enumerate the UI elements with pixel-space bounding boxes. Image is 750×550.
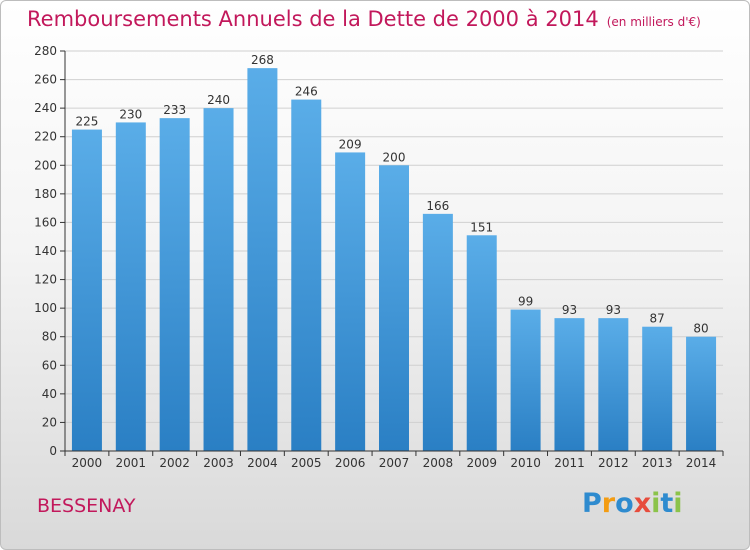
x-tick-label-2010: 2010 — [510, 456, 541, 470]
bar-2011 — [554, 318, 585, 451]
y-tick-label: 220 — [34, 130, 57, 144]
data-label-2002: 233 — [163, 103, 186, 117]
x-tick-label-2012: 2012 — [598, 456, 629, 470]
bar-2014 — [686, 336, 717, 451]
y-tick-label: 20 — [42, 415, 57, 429]
data-label-2001: 230 — [119, 107, 142, 121]
y-tick-label: 80 — [42, 330, 57, 344]
x-tick-label-2006: 2006 — [335, 456, 366, 470]
commune-name: BESSENAY — [37, 495, 136, 517]
x-tick-label-2014: 2014 — [686, 456, 717, 470]
data-label-2010: 99 — [518, 295, 533, 309]
y-tick-label: 100 — [34, 301, 57, 315]
y-tick-label: 140 — [34, 244, 57, 258]
proxiti-logo: Proxiti — [582, 488, 683, 519]
y-tick-label: 40 — [42, 387, 57, 401]
data-label-2006: 209 — [339, 137, 362, 151]
bar-2007 — [379, 165, 409, 452]
x-tick-label-2007: 2007 — [379, 456, 410, 470]
bar-2010 — [510, 309, 541, 451]
x-tick-label-2003: 2003 — [203, 456, 234, 470]
x-tick-label-2009: 2009 — [466, 456, 497, 470]
x-tick-label-2011: 2011 — [554, 456, 585, 470]
bar-2001 — [115, 122, 146, 451]
y-tick-label: 180 — [34, 187, 57, 201]
bar-2012 — [598, 318, 629, 451]
chart-title-text: Remboursements Annuels de la Dette de 20… — [27, 7, 599, 31]
data-labels: 225 230 233 240 268 246 209 200 166 151 99 93 93 87 80 — [75, 53, 708, 336]
data-label-2008: 166 — [426, 199, 449, 213]
data-label-2005: 246 — [295, 85, 318, 99]
x-tick-label-2001: 2001 — [116, 456, 147, 470]
logo-letter: i — [673, 488, 683, 519]
bar-2006 — [335, 152, 366, 451]
data-label-2014: 80 — [693, 322, 708, 336]
logo-letter: x — [633, 488, 652, 519]
bar-2000 — [71, 129, 102, 452]
x-tick-label-2008: 2008 — [423, 456, 454, 470]
bar-2008 — [422, 213, 453, 451]
data-label-2004: 268 — [251, 53, 274, 67]
logo-letter: t — [660, 488, 674, 519]
bar-2002 — [159, 118, 190, 452]
data-label-2003: 240 — [207, 93, 230, 107]
axes: 0 20 40 60 80 100 120 140 160 180 200 220 240 260 280 2… — [34, 44, 724, 470]
data-label-2000: 225 — [75, 115, 98, 129]
x-tick-label-2000: 2000 — [72, 456, 103, 470]
y-tick-label: 260 — [34, 73, 57, 87]
x-tick-label-2005: 2005 — [291, 456, 322, 470]
x-tick-label-2013: 2013 — [642, 456, 673, 470]
y-tick-label: 240 — [34, 101, 57, 115]
bar-2013 — [642, 326, 673, 451]
y-tick-label: 160 — [34, 215, 57, 229]
y-tick-label: 200 — [34, 158, 57, 172]
bar-2004 — [247, 68, 278, 452]
logo-letter: i — [651, 488, 661, 519]
data-label-2013: 87 — [650, 312, 665, 326]
x-tick-label-2004: 2004 — [247, 456, 278, 470]
bar-2003 — [203, 108, 234, 452]
bar-2005 — [291, 99, 322, 452]
chart-unit: (en milliers d'€) — [606, 15, 701, 29]
data-label-2007: 200 — [383, 150, 406, 164]
bar-2009 — [466, 235, 497, 451]
y-tick-label: 120 — [34, 273, 57, 287]
bars — [71, 68, 717, 452]
logo-letter: o — [615, 488, 634, 519]
y-tick-label: 0 — [49, 444, 57, 458]
data-label-2011: 93 — [562, 303, 577, 317]
data-label-2012: 93 — [606, 303, 621, 317]
y-tick-label: 60 — [42, 358, 57, 372]
x-tick-label-2002: 2002 — [159, 456, 190, 470]
logo-letter: P — [582, 488, 602, 519]
chart-title: Remboursements Annuels de la Dette de 20… — [27, 7, 701, 31]
data-label-2009: 151 — [470, 220, 493, 234]
logo-letter: r — [601, 488, 616, 519]
y-tick-label: 280 — [34, 44, 57, 58]
